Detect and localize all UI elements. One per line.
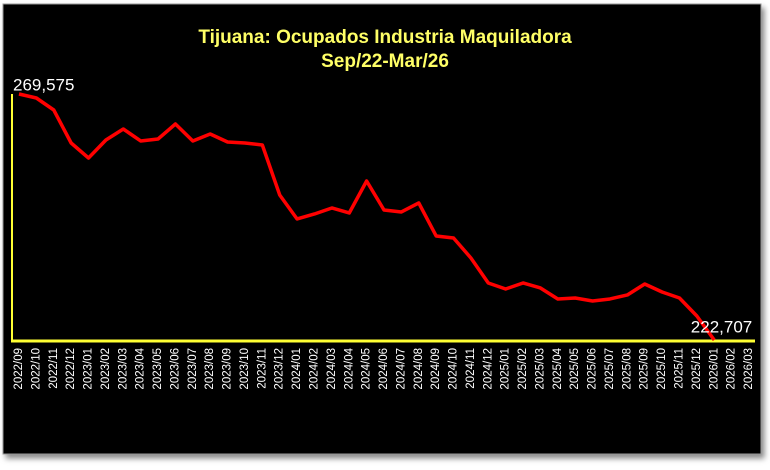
x-tick-label: 2024/09 [430, 348, 442, 390]
x-tick-label: 2022/09 [13, 348, 25, 390]
x-tick-label: 2023/04 [135, 347, 147, 389]
x-tick-label: 2024/01 [291, 348, 303, 390]
chart-subtitle: Sep/22-Mar/26 [321, 51, 449, 72]
x-tick-label: 2024/10 [448, 348, 460, 390]
x-tick-label: 2025/08 [621, 348, 633, 390]
x-tick-label: 2025/06 [587, 348, 599, 390]
x-tick-label: 2024/06 [378, 348, 390, 390]
x-tick-label: 2022/11 [48, 348, 60, 389]
x-tick-label: 2025/11 [674, 348, 686, 389]
x-tick-label: 2024/04 [343, 347, 355, 389]
x-tick-label: 2024/08 [413, 348, 425, 390]
x-tick-label: 2022/10 [30, 348, 42, 390]
x-tick-label: 2024/12 [482, 348, 494, 390]
x-tick-label: 2025/04 [552, 347, 564, 389]
line [18, 92, 716, 342]
x-tick-label: 2025/01 [500, 348, 512, 390]
x-tick-label: 2023/06 [169, 348, 181, 390]
x-tick-label: 2023/03 [117, 348, 129, 390]
x-tick-label: 2022/12 [65, 348, 77, 390]
x-tick-label: 2025/12 [691, 348, 703, 390]
x-tick-label: 2025/09 [639, 348, 651, 390]
x-tick-label: 2025/07 [604, 348, 616, 390]
x-tick-label: 2024/11 [465, 348, 477, 389]
x-tick-label: 2023/01 [83, 348, 95, 390]
x-tick-label: 2024/03 [326, 348, 338, 390]
data-label: 222,707 [691, 317, 752, 336]
x-tick-label: 2025/02 [517, 348, 529, 390]
x-tick-label: 2023/08 [204, 348, 216, 390]
x-tick-label: 2025/05 [569, 348, 581, 390]
x-tick-label: 2023/11 [256, 348, 268, 389]
x-tick-label: 2026/02 [726, 348, 738, 390]
chart-title: Tijuana: Ocupados Industria Maquiladora [198, 27, 572, 48]
x-tick-label: 2025/10 [656, 348, 668, 390]
x-tick-label: 2023/10 [239, 348, 251, 390]
x-tick-label: 2024/02 [309, 348, 321, 390]
x-tick-label: 2023/12 [274, 348, 286, 390]
x-tick-label: 2026/03 [743, 348, 755, 390]
data-label: 269,575 [13, 75, 74, 94]
x-tick-label: 2026/01 [708, 348, 720, 390]
x-tick-label: 2024/05 [361, 348, 373, 390]
chart-background [2, 3, 762, 455]
x-tick-label: 2023/09 [222, 348, 234, 390]
x-tick-label: 2023/07 [187, 348, 199, 390]
x-tick-label: 2023/02 [100, 348, 112, 390]
x-tick-label: 2024/07 [395, 348, 407, 390]
x-tick-label: 2025/03 [534, 348, 546, 390]
x-tick-label: 2023/05 [152, 348, 164, 390]
